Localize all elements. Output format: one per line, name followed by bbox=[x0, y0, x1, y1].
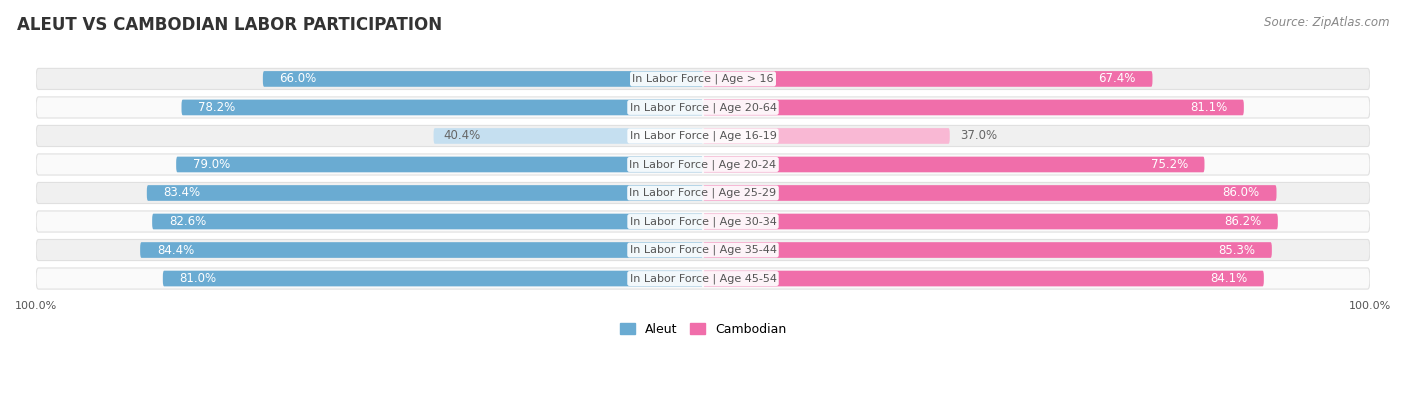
Text: In Labor Force | Age > 16: In Labor Force | Age > 16 bbox=[633, 74, 773, 84]
FancyBboxPatch shape bbox=[703, 128, 949, 144]
FancyBboxPatch shape bbox=[703, 214, 1278, 229]
Text: In Labor Force | Age 25-29: In Labor Force | Age 25-29 bbox=[630, 188, 776, 198]
Text: In Labor Force | Age 16-19: In Labor Force | Age 16-19 bbox=[630, 131, 776, 141]
FancyBboxPatch shape bbox=[181, 100, 703, 115]
FancyBboxPatch shape bbox=[152, 214, 703, 229]
Text: Source: ZipAtlas.com: Source: ZipAtlas.com bbox=[1264, 16, 1389, 29]
FancyBboxPatch shape bbox=[703, 242, 1272, 258]
Text: 75.2%: 75.2% bbox=[1150, 158, 1188, 171]
Text: 67.4%: 67.4% bbox=[1098, 72, 1136, 85]
Text: 40.4%: 40.4% bbox=[443, 130, 481, 143]
FancyBboxPatch shape bbox=[37, 126, 1369, 147]
Text: 86.2%: 86.2% bbox=[1225, 215, 1261, 228]
Text: 37.0%: 37.0% bbox=[960, 130, 997, 143]
FancyBboxPatch shape bbox=[146, 185, 703, 201]
FancyBboxPatch shape bbox=[176, 157, 703, 172]
FancyBboxPatch shape bbox=[37, 211, 1369, 232]
Text: In Labor Force | Age 20-24: In Labor Force | Age 20-24 bbox=[630, 159, 776, 170]
Text: In Labor Force | Age 30-34: In Labor Force | Age 30-34 bbox=[630, 216, 776, 227]
FancyBboxPatch shape bbox=[37, 97, 1369, 118]
FancyBboxPatch shape bbox=[263, 71, 703, 87]
Text: In Labor Force | Age 20-64: In Labor Force | Age 20-64 bbox=[630, 102, 776, 113]
Text: 66.0%: 66.0% bbox=[280, 72, 316, 85]
FancyBboxPatch shape bbox=[703, 100, 1244, 115]
FancyBboxPatch shape bbox=[703, 271, 1264, 286]
Text: 78.2%: 78.2% bbox=[198, 101, 235, 114]
Text: 81.0%: 81.0% bbox=[180, 272, 217, 285]
FancyBboxPatch shape bbox=[37, 154, 1369, 175]
FancyBboxPatch shape bbox=[433, 128, 703, 144]
Text: 82.6%: 82.6% bbox=[169, 215, 207, 228]
FancyBboxPatch shape bbox=[37, 68, 1369, 90]
Text: 81.1%: 81.1% bbox=[1189, 101, 1227, 114]
FancyBboxPatch shape bbox=[163, 271, 703, 286]
FancyBboxPatch shape bbox=[703, 157, 1205, 172]
Text: ALEUT VS CAMBODIAN LABOR PARTICIPATION: ALEUT VS CAMBODIAN LABOR PARTICIPATION bbox=[17, 16, 441, 34]
FancyBboxPatch shape bbox=[37, 239, 1369, 261]
FancyBboxPatch shape bbox=[141, 242, 703, 258]
Text: In Labor Force | Age 45-54: In Labor Force | Age 45-54 bbox=[630, 273, 776, 284]
FancyBboxPatch shape bbox=[703, 185, 1277, 201]
Text: 86.0%: 86.0% bbox=[1223, 186, 1260, 199]
Text: 84.4%: 84.4% bbox=[157, 243, 194, 256]
FancyBboxPatch shape bbox=[37, 268, 1369, 289]
FancyBboxPatch shape bbox=[703, 71, 1153, 87]
Text: In Labor Force | Age 35-44: In Labor Force | Age 35-44 bbox=[630, 245, 776, 255]
Text: 84.1%: 84.1% bbox=[1211, 272, 1247, 285]
Text: 79.0%: 79.0% bbox=[193, 158, 231, 171]
FancyBboxPatch shape bbox=[37, 182, 1369, 203]
Legend: Aleut, Cambodian: Aleut, Cambodian bbox=[614, 318, 792, 341]
Text: 85.3%: 85.3% bbox=[1218, 243, 1256, 256]
Text: 83.4%: 83.4% bbox=[163, 186, 201, 199]
